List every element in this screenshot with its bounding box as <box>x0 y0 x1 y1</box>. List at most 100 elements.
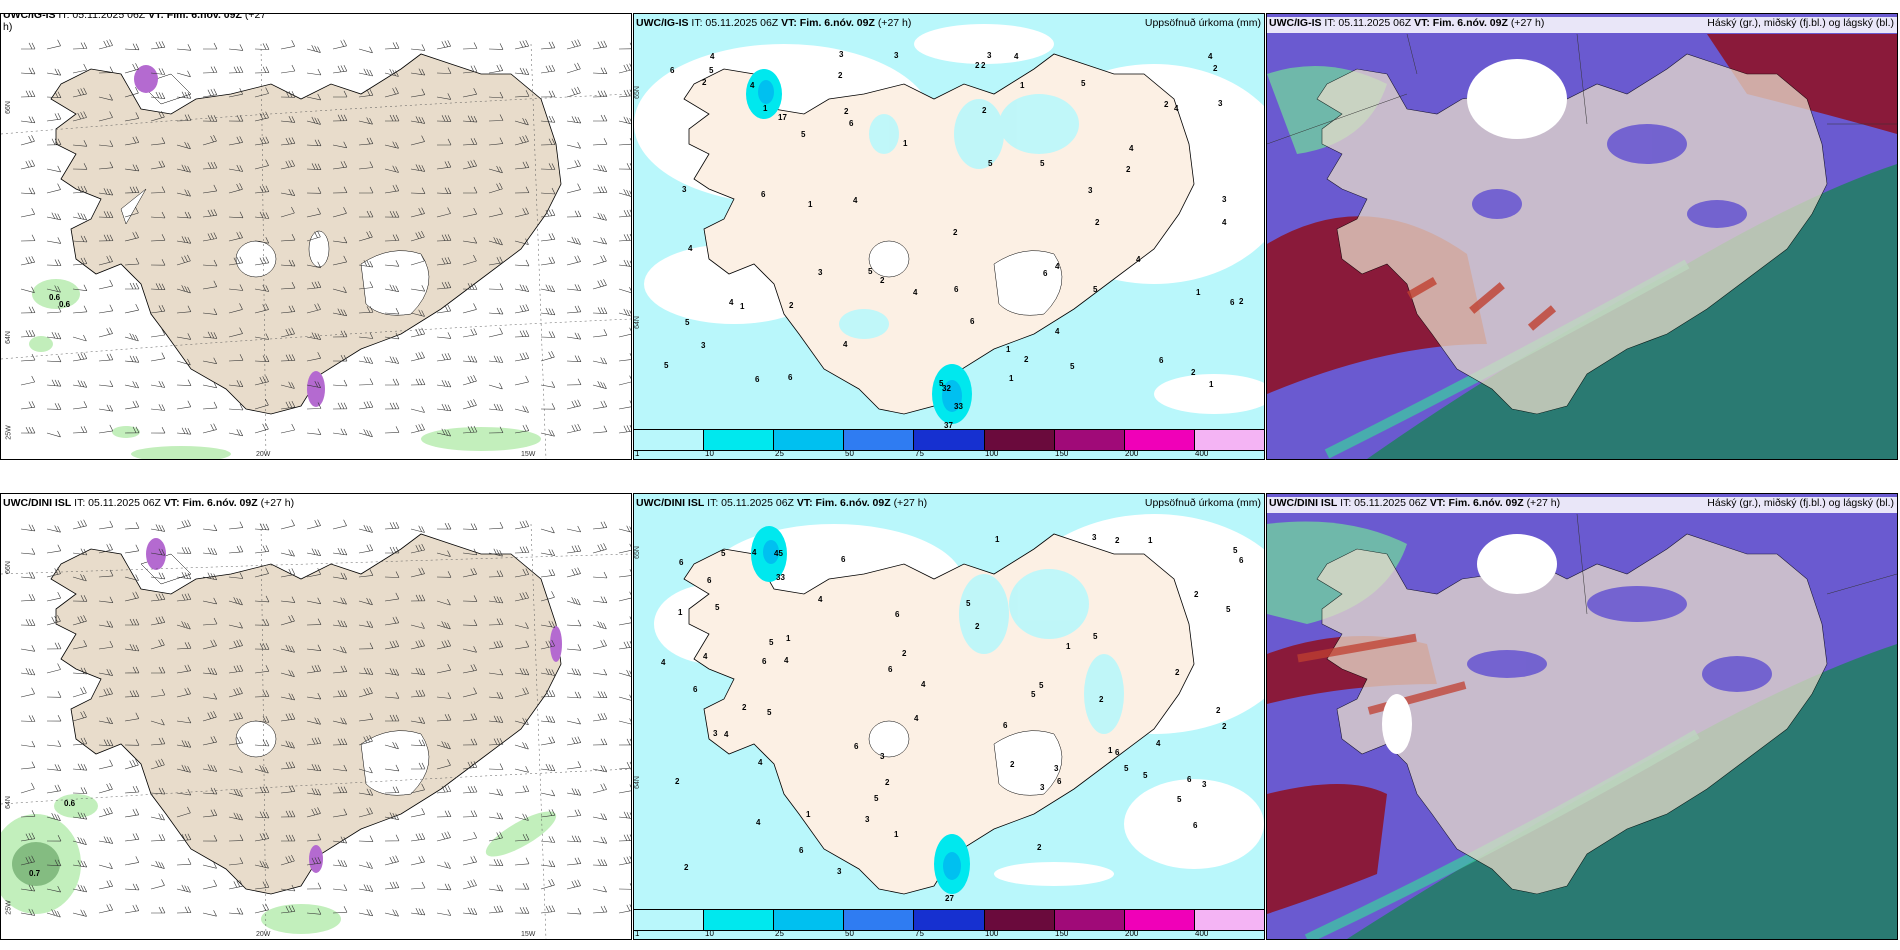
wind-barb <box>332 186 348 194</box>
wind-barb <box>592 357 607 365</box>
wind-barb <box>150 352 166 362</box>
wind-barb <box>254 211 270 219</box>
wind-barb <box>540 809 556 818</box>
wind-barb <box>150 328 166 338</box>
precip-value-label: 4 <box>724 730 729 739</box>
wind-barb <box>436 403 452 412</box>
precip-value-label: 4 <box>921 680 926 689</box>
wind-barb <box>280 568 296 578</box>
wind-barb <box>254 256 270 266</box>
wind-barb <box>410 207 425 218</box>
wind-barb <box>384 234 400 242</box>
precip-value-label: 1 <box>1148 536 1153 545</box>
wind-barb <box>254 136 270 146</box>
wind-barb <box>488 884 504 892</box>
wind-barb <box>618 761 631 770</box>
wind-barb <box>306 163 322 170</box>
wind-barb <box>98 880 113 890</box>
wind-barb <box>618 89 631 98</box>
wind-barb <box>46 834 62 842</box>
wind-barb <box>98 279 113 290</box>
axis-label: 25W <box>5 900 13 915</box>
wind-barb <box>20 187 36 195</box>
wind-barb <box>72 401 88 410</box>
axis-label: 64N <box>4 331 12 344</box>
precip-value-label: 5 <box>1039 681 1044 690</box>
wind-barb <box>176 664 192 674</box>
wind-barb <box>540 64 556 74</box>
wind-barb <box>280 884 296 892</box>
wind-barb <box>566 332 582 340</box>
wind-barb <box>202 88 218 98</box>
wind-barb <box>618 694 631 701</box>
wind-barb <box>306 908 322 915</box>
wind-barb <box>280 740 295 749</box>
wind-barb <box>566 788 582 796</box>
wind-barb <box>124 164 140 172</box>
precip-value-label: 5 <box>664 361 669 370</box>
wind-barb <box>176 806 191 818</box>
wind-barb <box>358 544 374 554</box>
precip-value-label: 5 <box>1031 690 1036 699</box>
wind-barb <box>46 331 62 340</box>
precip-value-label: 5 <box>1093 285 1098 294</box>
wind-barb <box>72 42 88 50</box>
wind-barb <box>176 642 192 650</box>
wind-barb <box>202 862 217 869</box>
wind-barb <box>306 261 321 269</box>
precip-value-label: 2 <box>702 78 707 87</box>
wind-barb <box>618 163 631 170</box>
wind-barb <box>540 187 556 195</box>
wind-barb <box>410 44 426 51</box>
wind-barb <box>332 808 348 818</box>
wind-barb <box>72 884 87 893</box>
wind-barb <box>358 766 373 774</box>
wind-barb <box>384 141 399 149</box>
wind-barb <box>306 93 321 101</box>
wind-barb <box>618 856 631 866</box>
wind-barb <box>202 280 218 290</box>
wind-barb <box>72 334 87 342</box>
wind-barb <box>488 91 504 99</box>
wind-barb <box>150 638 165 650</box>
wind-barb <box>566 399 581 410</box>
wind-barb <box>176 379 192 386</box>
wind-barb <box>488 256 504 266</box>
precip-value-label: 6 <box>1159 356 1164 365</box>
wind-barb <box>150 688 166 698</box>
wind-barb <box>280 423 295 434</box>
wind-barb <box>488 570 504 578</box>
wind-barb <box>410 639 425 650</box>
lead-time-suffix: h) <box>3 21 13 33</box>
wind-barb <box>540 403 556 410</box>
wind-barb <box>410 667 426 675</box>
wind-barb <box>306 116 321 125</box>
wind-barb <box>618 63 631 74</box>
wind-barb <box>280 519 295 530</box>
wind-barb <box>280 693 295 701</box>
wind-barb <box>384 165 399 173</box>
wind-barb <box>592 186 608 194</box>
colorbar-tick-label: 150 <box>1055 449 1069 458</box>
wind-barb <box>332 859 348 867</box>
value-label: 33 <box>954 402 963 411</box>
wind-barb <box>410 622 425 629</box>
wind-barb <box>228 521 244 530</box>
wind-barb <box>514 330 530 338</box>
colorbar-segment <box>634 430 705 450</box>
wind-barb <box>176 884 191 893</box>
value-label: 0.7 <box>29 869 41 878</box>
wind-barb <box>150 68 166 75</box>
wind-barb <box>618 904 631 914</box>
wind-barb <box>280 259 296 267</box>
wind-barb <box>540 591 555 602</box>
wind-barb <box>566 236 581 245</box>
wind-barb <box>280 327 295 338</box>
panel-subtitle: Háský (gr.), miðský (fj.bl.) og lágský (… <box>1707 17 1894 29</box>
colorbar-segment <box>914 430 985 450</box>
colorbar-tick-label: 25 <box>775 929 784 938</box>
wind-barb <box>254 398 269 410</box>
precip-value-label: 1 <box>894 830 899 839</box>
